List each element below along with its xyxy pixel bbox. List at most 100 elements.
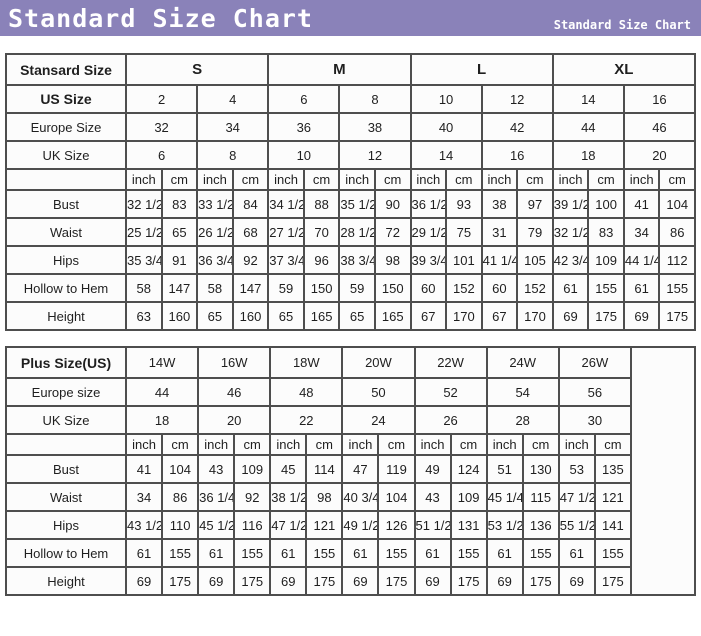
measurement-cell: 34 — [124, 482, 164, 512]
measurement-cell: 49 1/2 — [341, 510, 380, 540]
measurement-cell: 175 — [593, 566, 633, 596]
measurement-cell: 155 — [233, 538, 272, 568]
size-value-cell: 46 — [622, 112, 697, 142]
measurement-cell: 116 — [233, 510, 272, 540]
measurement-cell: 175 — [305, 566, 344, 596]
page-subtitle: Standard Size Chart — [553, 18, 691, 32]
measurement-cell: 86 — [161, 482, 200, 512]
row-label: Height — [5, 301, 127, 331]
measurement-cell: 42 3/4 — [551, 245, 590, 275]
row-label: Hips — [5, 245, 127, 275]
unit-label-cell: inch — [557, 433, 596, 456]
measurement-cell: 109 — [449, 482, 488, 512]
unit-label-cell: cm — [593, 433, 633, 456]
size-group-header: 14W — [124, 346, 200, 379]
size-group-header: S — [124, 53, 270, 86]
unit-label-cell: inch — [551, 168, 590, 191]
measurement-cell: 40 3/4 — [341, 482, 380, 512]
measurement-cell: 41 — [622, 189, 661, 219]
measurement-cell: 175 — [587, 301, 625, 331]
measurement-cell: 67 — [409, 301, 448, 331]
measurement-cell: 114 — [305, 454, 344, 484]
measurement-cell: 38 — [480, 189, 519, 219]
measurement-cell: 45 — [269, 454, 308, 484]
measurement-cell: 75 — [445, 217, 483, 247]
size-value-cell: 30 — [557, 405, 633, 435]
unit-label-cell: inch — [124, 433, 164, 456]
measurement-cell: 47 1/2 — [269, 510, 308, 540]
measurement-cell: 65 — [196, 301, 234, 331]
size-value-cell: 40 — [409, 112, 483, 142]
measurement-cell: 61 — [557, 538, 596, 568]
unit-label-cell: cm — [516, 168, 554, 191]
measurement-cell: 126 — [377, 510, 416, 540]
unit-label-cell: inch — [196, 168, 234, 191]
measurement-cell: 175 — [233, 566, 272, 596]
measurement-cell: 33 1/2 — [196, 189, 234, 219]
measurement-cell: 175 — [161, 566, 200, 596]
measurement-cell: 91 — [160, 245, 199, 275]
measurement-cell: 39 1/2 — [551, 189, 590, 219]
measurement-cell: 34 1/2 — [267, 189, 305, 219]
measurement-cell: 96 — [302, 245, 341, 275]
measurement-cell: 84 — [231, 189, 270, 219]
measurement-cell: 165 — [373, 301, 412, 331]
measurement-cell: 69 — [551, 301, 590, 331]
unit-row-spacer — [5, 168, 127, 191]
measurement-cell: 90 — [373, 189, 412, 219]
size-value-cell: 6 — [124, 140, 199, 170]
measurement-cell: 58 — [125, 273, 163, 303]
size-charts-container: Stansard Size S M L XL US Size 2 4 6 8 10 12 14 16 Eur… — [0, 36, 701, 596]
measurement-cell: 92 — [233, 482, 272, 512]
size-value-cell: 14 — [551, 84, 625, 114]
row-label: Hollow to Hem — [5, 273, 127, 303]
unit-label-cell: inch — [125, 168, 163, 191]
measurement-cell: 47 — [341, 454, 380, 484]
measurement-cell: 72 — [373, 217, 412, 247]
size-value-cell: 52 — [413, 377, 488, 407]
measurement-cell: 51 1/2 — [413, 510, 452, 540]
measurement-cell: 155 — [593, 538, 633, 568]
measurement-cell: 124 — [449, 454, 488, 484]
size-value-cell: 42 — [480, 112, 554, 142]
measurement-cell: 44 1/4 — [622, 245, 661, 275]
size-group-header: 24W — [485, 346, 560, 379]
measurement-cell: 155 — [521, 538, 560, 568]
measurement-cell: 83 — [587, 217, 625, 247]
measurement-cell: 104 — [658, 189, 696, 219]
unit-label-cell: inch — [409, 168, 448, 191]
measurement-cell: 121 — [305, 510, 344, 540]
size-value-cell: 10 — [267, 140, 341, 170]
measurement-cell: 34 — [622, 217, 661, 247]
measurement-cell: 160 — [160, 301, 199, 331]
size-group-header: M — [267, 53, 412, 86]
empty-column-cell — [630, 346, 696, 596]
unit-label-cell: inch — [480, 168, 519, 191]
measurement-cell: 97 — [516, 189, 554, 219]
size-group-header: XL — [551, 53, 697, 86]
measurement-cell: 32 1/2 — [551, 217, 590, 247]
measurement-cell: 69 — [622, 301, 661, 331]
unit-label-cell: cm — [233, 433, 272, 456]
measurement-cell: 165 — [302, 301, 341, 331]
measurement-cell: 61 — [485, 538, 524, 568]
unit-label-cell: cm — [587, 168, 625, 191]
row-label: US Size — [5, 84, 127, 114]
measurement-cell: 61 — [622, 273, 661, 303]
measurement-cell: 65 — [267, 301, 305, 331]
size-value-cell: 44 — [124, 377, 200, 407]
measurement-cell: 51 — [485, 454, 524, 484]
measurement-cell: 39 3/4 — [409, 245, 448, 275]
measurement-cell: 63 — [125, 301, 163, 331]
measurement-cell: 105 — [516, 245, 554, 275]
row-label: Height — [5, 566, 127, 596]
measurement-cell: 31 — [480, 217, 519, 247]
measurement-cell: 152 — [445, 273, 483, 303]
measurement-cell: 98 — [373, 245, 412, 275]
unit-label-cell: cm — [445, 168, 483, 191]
measurement-cell: 150 — [302, 273, 341, 303]
measurement-cell: 53 — [557, 454, 596, 484]
measurement-cell: 43 — [197, 454, 236, 484]
measurement-cell: 25 1/2 — [125, 217, 163, 247]
measurement-cell: 68 — [231, 217, 270, 247]
